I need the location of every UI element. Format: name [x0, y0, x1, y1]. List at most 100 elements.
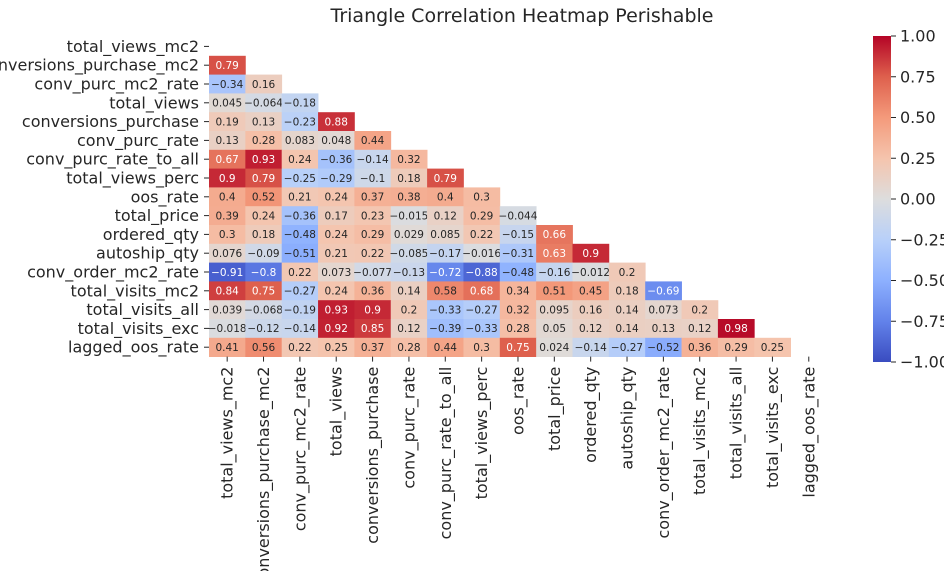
- heatmap-cell: [318, 225, 355, 245]
- heatmap-cell: [390, 168, 428, 188]
- heatmap-cell: [536, 225, 573, 245]
- cell-value-label: −0.91: [211, 267, 243, 279]
- heatmap-cell: [390, 262, 428, 282]
- heatmap-cell: [427, 187, 464, 207]
- heatmap-cell: [245, 243, 283, 263]
- cell-value-label: −0.34: [211, 79, 243, 91]
- cell-value-label: −0.1: [360, 173, 386, 185]
- heatmap-cell: [245, 112, 283, 132]
- cell-value-label: −0.69: [647, 286, 679, 298]
- cell-value-label: −0.33: [429, 304, 461, 316]
- cell-value-label: 0.93: [325, 304, 348, 316]
- column-label: lagged_oos_rate: [799, 367, 819, 498]
- cell-value-label: 0.039: [212, 304, 242, 316]
- cell-value-label: 0.024: [539, 342, 569, 354]
- column-label: conversions_purchase_mc2: [254, 367, 274, 571]
- cell-value-label: −0.48: [502, 267, 534, 279]
- column-label: conv_order_mc2_rate: [654, 367, 674, 539]
- cell-value-label: 0.2: [691, 304, 708, 316]
- cell-value-label: 0.2: [619, 267, 636, 279]
- heatmap-cell: [390, 300, 428, 320]
- column-label: conv_purc_rate_to_all: [436, 367, 456, 540]
- cell-value-label: 0.095: [539, 304, 569, 316]
- heatmap-cell: [354, 225, 392, 245]
- column-label: total_views_perc: [472, 367, 492, 500]
- heatmap-cell: [572, 300, 610, 320]
- heatmap-cell: [318, 206, 355, 226]
- cell-value-label: 0.4: [219, 192, 236, 204]
- heatmap-cell: [245, 168, 283, 188]
- colorbar-tick-label: 0.00: [900, 190, 936, 209]
- heatmap-cell: [608, 300, 646, 320]
- cell-value-label: 0.13: [252, 116, 275, 128]
- colorbar-tick-label: −0.75: [900, 312, 944, 331]
- heatmap-cell: [281, 337, 319, 357]
- row-label: total_price: [115, 206, 199, 226]
- heatmap-cell: [354, 131, 392, 151]
- heatmap-cell: [390, 149, 428, 169]
- cell-value-label: 0.66: [543, 229, 567, 241]
- row-labels: total_views_mc2conversions_purchase_mc2c…: [0, 37, 209, 358]
- cell-value-label: 0.18: [397, 173, 420, 185]
- heatmap-cell: [572, 262, 610, 282]
- heatmap-cell: [209, 337, 246, 357]
- cell-value-label: −0.72: [429, 267, 461, 279]
- cell-value-label: 0.38: [397, 192, 420, 204]
- heatmap-cell: [536, 300, 573, 320]
- cell-value-label: 0.21: [325, 248, 348, 260]
- cell-value-label: −0.17: [429, 248, 461, 260]
- cell-value-label: 0.17: [325, 210, 348, 222]
- heatmap-cell: [354, 206, 392, 226]
- cell-value-label: 0.56: [252, 342, 276, 354]
- cell-value-label: 0.39: [215, 210, 238, 222]
- heatmap-cell: [390, 206, 428, 226]
- column-label: conv_purc_mc2_rate: [290, 367, 310, 532]
- cell-value-label: −0.48: [284, 229, 316, 241]
- colorbar-tick-label: 0.50: [900, 108, 936, 127]
- cell-value-label: −0.14: [284, 323, 316, 335]
- chart-title: Triangle Correlation Heatmap Perishable: [330, 5, 714, 27]
- heatmap-cell: [354, 262, 392, 282]
- cell-value-label: 0.79: [434, 173, 457, 185]
- cell-value-label: −0.09: [247, 248, 279, 260]
- cell-value-label: 0.16: [252, 79, 276, 91]
- cell-value-label: 0.36: [688, 342, 712, 354]
- heatmap-cell: [245, 149, 283, 169]
- cell-value-label: 0.048: [321, 135, 351, 147]
- heatmap-cell: [318, 112, 355, 132]
- cell-value-label: 0.22: [288, 342, 311, 354]
- heatmap-cell: [245, 131, 283, 151]
- cell-value-label: −0.31: [502, 248, 534, 260]
- heatmap-cell: [608, 319, 646, 339]
- cell-value-label: −0.27: [466, 304, 498, 316]
- row-label: total_views: [109, 93, 199, 113]
- heatmap-cell: [281, 281, 319, 301]
- row-label: conv_purc_rate_to_all: [26, 150, 199, 170]
- heatmap-cell: [572, 243, 610, 263]
- colorbar-gradient: [873, 36, 891, 362]
- cell-value-label: 0.37: [361, 342, 384, 354]
- heatmap-cell: [572, 281, 610, 301]
- cell-value-label: 0.28: [397, 342, 420, 354]
- heatmap-cell: [536, 281, 573, 301]
- heatmap-cell: [281, 112, 319, 132]
- column-label: total_visits_all: [727, 367, 747, 480]
- heatmap-cell: [608, 262, 646, 282]
- cell-value-label: 0.05: [543, 323, 566, 335]
- cell-value-label: 0.93: [252, 154, 275, 166]
- colorbar-tick-label: −0.25: [900, 230, 944, 249]
- row-label: total_visits_mc2: [71, 281, 199, 301]
- heatmap-cell: [281, 300, 319, 320]
- heatmap-cell: [354, 149, 392, 169]
- cell-value-label: −0.14: [575, 342, 607, 354]
- heatmap-cell: [209, 55, 246, 75]
- heatmap-cell: [463, 281, 501, 301]
- cell-value-label: 0.12: [434, 210, 457, 222]
- cell-value-label: 0.36: [361, 286, 385, 298]
- cell-value-label: 0.029: [394, 229, 424, 241]
- cell-value-label: 0.13: [215, 135, 238, 147]
- colorbar-tick-label: −1.00: [900, 353, 944, 372]
- cell-value-label: −0.27: [284, 286, 316, 298]
- heatmap-cell: [245, 281, 283, 301]
- heatmap-cell: [463, 243, 501, 263]
